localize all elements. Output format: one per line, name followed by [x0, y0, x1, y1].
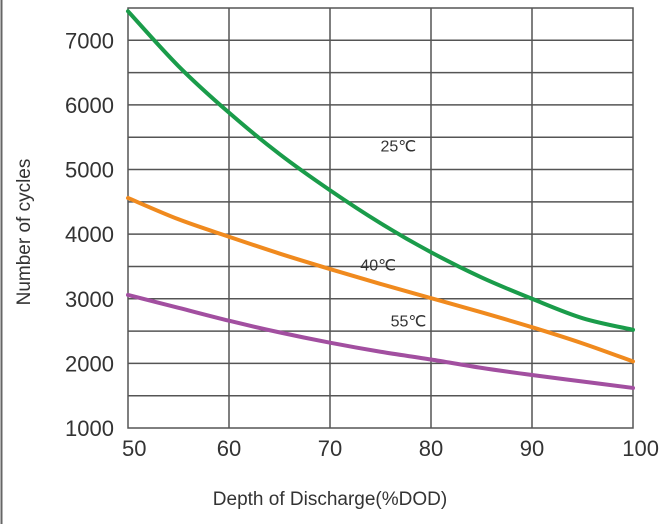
x-tick-label: 100 [622, 436, 659, 461]
series-lines [126, 9, 635, 390]
series-label-3: 55℃ [391, 314, 427, 331]
y-tick-label: 2000 [65, 351, 114, 376]
x-tick-label: 70 [318, 436, 342, 461]
x-tick-label: 50 [122, 436, 146, 461]
series-label-2: 40℃ [360, 257, 396, 274]
y-axis-title: Number of cycles [14, 159, 35, 306]
series-line-2 [126, 195, 635, 364]
series-label-1: 25℃ [381, 138, 417, 155]
y-tick-label: 1000 [65, 416, 114, 441]
x-axis-title: Depth of Discharge(%DOD) [213, 489, 447, 510]
x-tick-label: 90 [520, 436, 544, 461]
grid [127, 7, 634, 429]
series-line-3 [126, 292, 635, 390]
y-tick-label: 4000 [65, 222, 114, 247]
series-labels: 25℃ 40℃ 55℃ [360, 138, 426, 330]
y-tick-label: 6000 [65, 93, 114, 118]
plot-frame [127, 7, 634, 429]
y-tick-label: 5000 [65, 158, 114, 183]
series-line-1 [126, 9, 635, 332]
x-tick-label: 80 [419, 436, 443, 461]
x-tick-label: 60 [217, 436, 241, 461]
y-tick-label: 3000 [65, 287, 114, 312]
tick-labels: 1000 2000 3000 4000 5000 6000 7000 50 60 70 80 90 10… [65, 28, 659, 461]
y-tick-label: 7000 [65, 28, 114, 53]
